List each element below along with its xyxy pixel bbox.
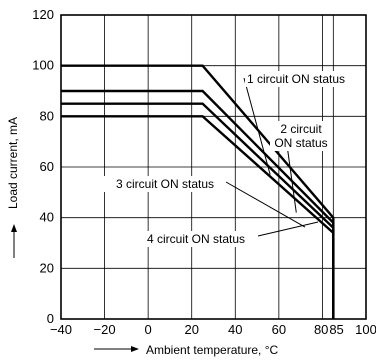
- annotation-leader-3: [225, 181, 306, 228]
- x-axis-label-group: Ambient temperature, °C: [94, 343, 279, 357]
- annotation-label-4: 4 circuit ON status: [147, 232, 245, 246]
- annotation-bg-2: [270, 121, 332, 151]
- y-axis-label-group: Load current, mA: [6, 117, 20, 258]
- annotation-bg-4: [134, 231, 258, 247]
- x-tick-label: 40: [228, 322, 242, 337]
- y-tick-label: 0: [47, 311, 54, 326]
- y-tick-label: 100: [32, 58, 54, 73]
- annotation-leader-2: [286, 144, 297, 213]
- y-axis-label: Load current, mA: [6, 117, 20, 209]
- chart-series: [61, 64, 335, 319]
- x-tick-label: 0: [145, 322, 152, 337]
- x-tick-label: −20: [94, 322, 116, 337]
- annotation-label-2: 2 circuit: [280, 122, 322, 136]
- y-tick-label: 120: [32, 7, 54, 22]
- x-axis-label: Ambient temperature, °C: [146, 343, 279, 357]
- x-axis-arrow-head: [131, 346, 139, 352]
- annotation-label-2: ON status: [274, 136, 327, 150]
- x-tick-label: 85: [329, 322, 343, 337]
- y-axis-arrow-head: [11, 224, 17, 232]
- y-tick-label: 80: [40, 108, 54, 123]
- x-tick-label: 80: [314, 322, 328, 337]
- x-tick-label: 60: [272, 322, 286, 337]
- y-tick-label: 40: [40, 210, 54, 225]
- annotation-leader-1: [243, 77, 271, 175]
- plot-frame: [60, 14, 367, 320]
- annotation-leader-4: [257, 221, 319, 237]
- annotation-label-1: 1 circuit ON status: [247, 72, 345, 86]
- chart-grid: [60, 14, 367, 320]
- annotation-bg-1: [245, 71, 357, 87]
- series-line-4-circuit: [61, 115, 335, 319]
- annotation-bg-3: [104, 176, 226, 192]
- y-tick-label: 20: [40, 260, 54, 275]
- x-tick-label: 100: [355, 322, 376, 337]
- y-tick-label: 60: [40, 159, 54, 174]
- x-tick-label: −40: [50, 322, 72, 337]
- x-tick-label: 20: [184, 322, 198, 337]
- annotation-label-3: 3 circuit ON status: [116, 177, 214, 191]
